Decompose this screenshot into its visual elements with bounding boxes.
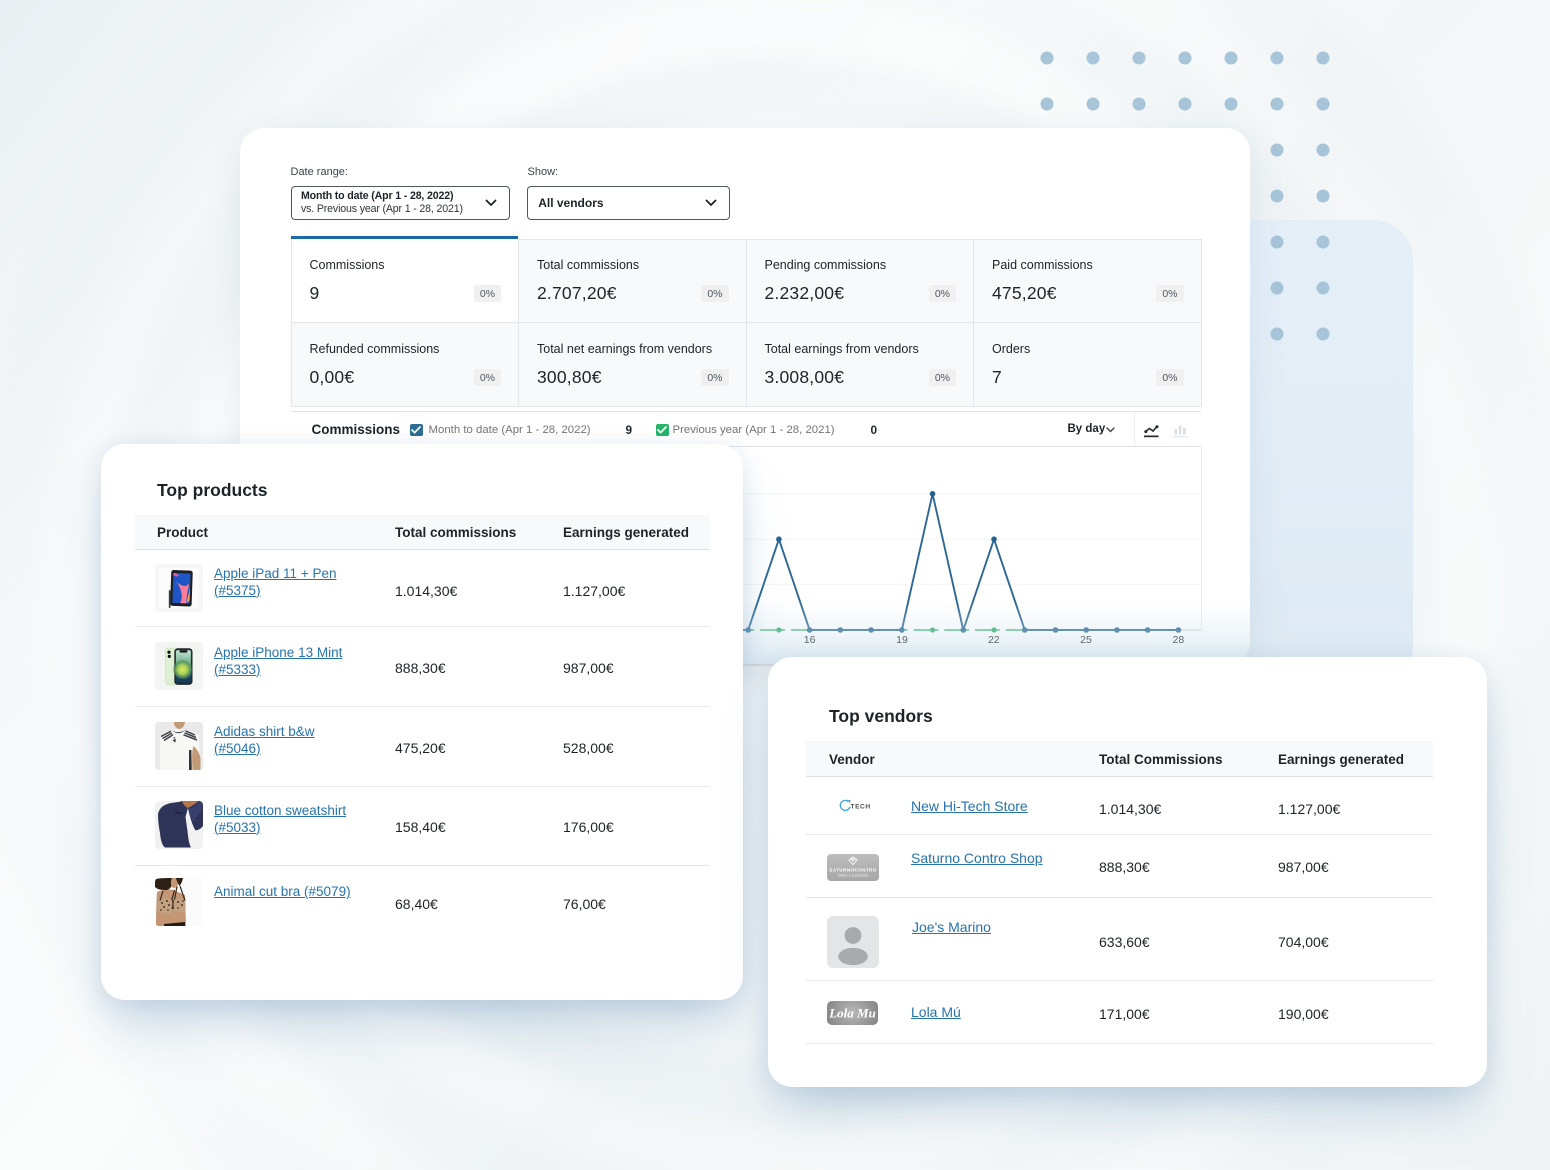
svg-text:clothes & accessories: clothes & accessories [838, 874, 869, 878]
svg-text:SATURNOCONTRO: SATURNOCONTRO [829, 868, 877, 873]
svg-text:Lola Mu: Lola Mu [828, 1006, 876, 1021]
svg-text:TECH: TECH [851, 804, 871, 811]
